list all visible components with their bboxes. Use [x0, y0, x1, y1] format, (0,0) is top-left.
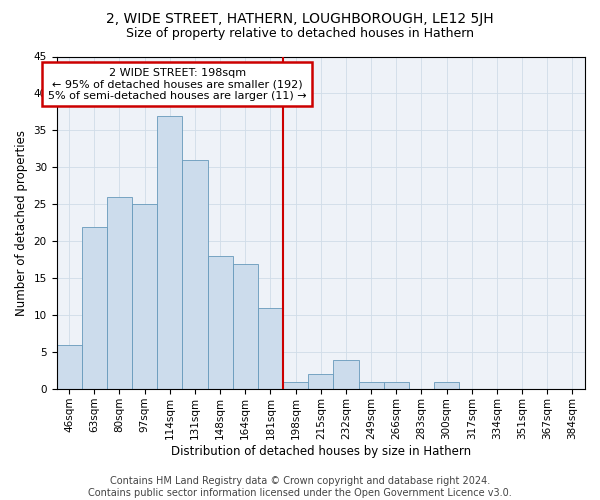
Text: 2, WIDE STREET, HATHERN, LOUGHBOROUGH, LE12 5JH: 2, WIDE STREET, HATHERN, LOUGHBOROUGH, L… [106, 12, 494, 26]
Bar [283, 382, 308, 389]
Bar [434, 382, 459, 389]
Y-axis label: Number of detached properties: Number of detached properties [15, 130, 28, 316]
Bar [132, 204, 157, 389]
Bar [258, 308, 283, 389]
Bar [308, 374, 334, 389]
Text: Contains HM Land Registry data © Crown copyright and database right 2024.
Contai: Contains HM Land Registry data © Crown c… [88, 476, 512, 498]
Bar [107, 197, 132, 389]
Bar [383, 382, 409, 389]
Bar [208, 256, 233, 389]
Bar [334, 360, 359, 389]
X-axis label: Distribution of detached houses by size in Hathern: Distribution of detached houses by size … [171, 444, 471, 458]
Bar [157, 116, 182, 389]
Text: Size of property relative to detached houses in Hathern: Size of property relative to detached ho… [126, 28, 474, 40]
Bar [182, 160, 208, 389]
Bar [82, 226, 107, 389]
Bar [233, 264, 258, 389]
Bar [359, 382, 383, 389]
Bar [56, 345, 82, 389]
Text: 2 WIDE STREET: 198sqm
← 95% of detached houses are smaller (192)
5% of semi-deta: 2 WIDE STREET: 198sqm ← 95% of detached … [48, 68, 307, 101]
